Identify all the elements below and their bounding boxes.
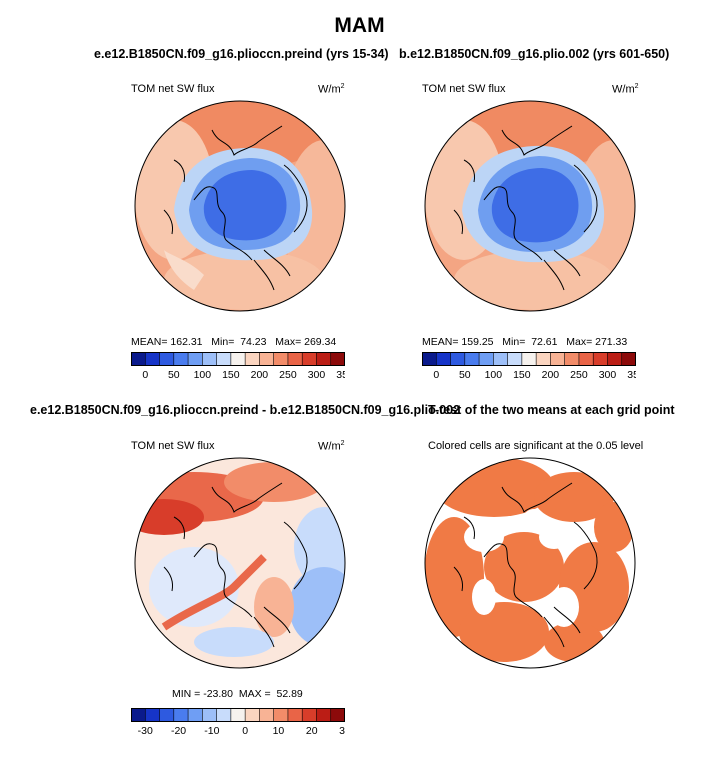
colorbar-swatch xyxy=(259,708,274,722)
panel3-title: e.e12.B1850CN.f09_g16.plioccn.preind - b… xyxy=(30,403,461,417)
colorbar-tick-label: 300 xyxy=(599,369,617,381)
colorbar-swatch xyxy=(621,352,636,366)
colorbar-swatch xyxy=(188,708,203,722)
colorbar-swatch xyxy=(422,352,437,366)
panel1-stats: MEAN= 162.31 Min= 74.23 Max= 269.34 xyxy=(131,336,337,348)
colorbar-border xyxy=(422,352,636,366)
panel3-colorbar: -30 -20 -10 0 10 20 30 xyxy=(131,708,345,737)
colorbar-swatch xyxy=(202,352,217,366)
colorbar-tick-label: -20 xyxy=(171,725,186,737)
colorbar-swatch xyxy=(245,352,260,366)
colorbar-swatch xyxy=(287,352,303,366)
panel2-polar-map xyxy=(424,100,636,312)
colorbar-swatch xyxy=(216,708,232,722)
colorbar-border xyxy=(131,352,345,366)
panel1-polar-map xyxy=(134,100,346,312)
colorbar-tick-label: 100 xyxy=(485,369,503,381)
panel4-subtitle: Colored cells are significant at the 0.0… xyxy=(428,440,644,452)
colorbar-swatch xyxy=(173,352,189,366)
colorbar-swatch xyxy=(464,352,480,366)
colorbar-swatch xyxy=(593,352,608,366)
colorbar-tick-label: 200 xyxy=(542,369,560,381)
panel2-title: b.e12.B1850CN.f09_g16.plio.002 (yrs 601-… xyxy=(399,47,670,61)
colorbar-swatch xyxy=(145,352,160,366)
colorbar-swatch xyxy=(188,352,203,366)
colorbar-tick-label: 0 xyxy=(142,369,148,381)
colorbar-swatch xyxy=(330,352,345,366)
colorbar-tick-label: 350 xyxy=(336,369,345,381)
panel3-polar-map xyxy=(134,457,346,669)
colorbar-swatch xyxy=(159,708,175,722)
colorbar-swatch xyxy=(316,708,332,722)
colorbar-swatch xyxy=(273,352,289,366)
colorbar-swatch xyxy=(507,352,523,366)
colorbar-tick-label: 300 xyxy=(308,369,326,381)
colorbar-tick-label: 30 xyxy=(339,725,345,737)
colorbar-swatch xyxy=(216,352,232,366)
colorbar-swatch xyxy=(230,708,246,722)
colorbar-swatch xyxy=(145,708,160,722)
panel2-stats: MEAN= 159.25 Min= 72.61 Max= 271.33 xyxy=(422,336,628,348)
colorbar-tick-label: -30 xyxy=(138,725,153,737)
colorbar-swatch xyxy=(578,352,594,366)
colorbar-tick-label: -10 xyxy=(204,725,219,737)
colorbar-swatch xyxy=(230,352,246,366)
colorbar-tick-label: 150 xyxy=(222,369,240,381)
colorbar-swatch xyxy=(131,708,146,722)
colorbar-swatch xyxy=(259,352,274,366)
colorbar-tick-label: 20 xyxy=(306,725,318,737)
colorbar-swatch xyxy=(521,352,537,366)
colorbar-tick-label: 150 xyxy=(513,369,531,381)
colorbar-swatch xyxy=(479,352,494,366)
panel2-variable: TOM net SW flux xyxy=(422,83,506,95)
colorbar-swatch xyxy=(607,352,623,366)
colorbar-swatch xyxy=(245,708,260,722)
colorbar-swatch xyxy=(202,708,217,722)
colorbar-swatch xyxy=(273,708,289,722)
colorbar-tick-label: 0 xyxy=(242,725,248,737)
colorbar-border xyxy=(131,708,345,722)
colorbar-swatch xyxy=(564,352,580,366)
panel1-units: W/m2 xyxy=(318,83,345,96)
colorbar-tick-label: 100 xyxy=(194,369,212,381)
panel1-title: e.e12.B1850CN.f09_g16.plioccn.preind (yr… xyxy=(94,47,389,61)
panel2-colorbar: 0 50 100 150 200 250 300 350 xyxy=(422,352,636,381)
colorbar-tick-label: 10 xyxy=(273,725,285,737)
colorbar-tick-label: 350 xyxy=(627,369,636,381)
panel1-variable: TOM net SW flux xyxy=(131,83,215,95)
panel3-stats: MIN = -23.80 MAX = 52.89 xyxy=(172,688,303,700)
colorbar-swatch xyxy=(173,708,189,722)
colorbar-swatch xyxy=(550,352,565,366)
colorbar-swatch xyxy=(302,352,317,366)
colorbar-tick-label: 50 xyxy=(459,369,471,381)
colorbar-swatch xyxy=(536,352,551,366)
panel3-units: W/m2 xyxy=(318,440,345,453)
colorbar-tick-label: 250 xyxy=(570,369,588,381)
colorbar-swatch xyxy=(287,708,303,722)
colorbar-swatch xyxy=(436,352,451,366)
panel4-polar-map xyxy=(424,457,636,669)
colorbar-swatch xyxy=(302,708,317,722)
colorbar-tick-label: 250 xyxy=(279,369,297,381)
main-title: MAM xyxy=(334,14,385,37)
panel1-colorbar: 0 50 100 150 200 250 300 350 xyxy=(131,352,345,381)
colorbar-swatch xyxy=(493,352,508,366)
panel4-title: T-test of the two means at each grid poi… xyxy=(428,403,675,417)
colorbar-swatch xyxy=(450,352,466,366)
colorbar-tick-label: 200 xyxy=(251,369,269,381)
panel2-units: W/m2 xyxy=(612,83,639,96)
colorbar-tick-label: 50 xyxy=(168,369,180,381)
colorbar-tick-label: 0 xyxy=(433,369,439,381)
colorbar-swatch xyxy=(316,352,332,366)
colorbar-swatch xyxy=(159,352,175,366)
colorbar-swatch xyxy=(131,352,146,366)
colorbar-swatch xyxy=(330,708,345,722)
panel3-variable: TOM net SW flux xyxy=(131,440,215,452)
